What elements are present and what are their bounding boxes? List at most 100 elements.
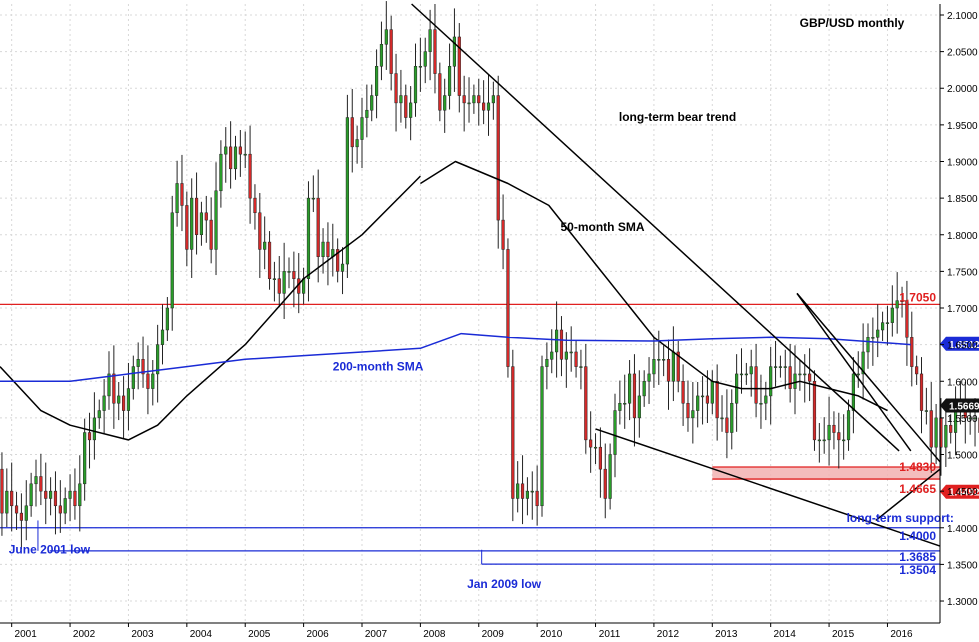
candle xyxy=(574,340,578,378)
candle-body xyxy=(919,373,924,411)
candle-body xyxy=(496,95,500,221)
candle-body xyxy=(530,490,534,493)
long-term-bear-trend-line xyxy=(411,3,900,452)
candle-body xyxy=(165,307,169,331)
candle-body xyxy=(613,410,617,455)
candle-body xyxy=(160,329,165,345)
candle-body xyxy=(53,490,58,507)
candle xyxy=(647,357,651,404)
candle xyxy=(44,462,48,525)
candle-body xyxy=(584,366,588,441)
candle xyxy=(404,84,408,129)
candle-body xyxy=(866,337,870,353)
candle xyxy=(131,355,135,400)
candle-body xyxy=(277,278,281,294)
y-tick-label: 1.6000 xyxy=(947,377,978,388)
candle-body xyxy=(773,366,778,368)
candle xyxy=(272,261,276,302)
candle-body xyxy=(87,432,92,441)
x-tick-label: 2015 xyxy=(832,629,855,640)
candle-body xyxy=(472,95,476,104)
candle-body xyxy=(749,366,753,375)
candle-body xyxy=(92,417,96,441)
candle-body xyxy=(452,36,457,67)
candle-body xyxy=(263,241,267,250)
candle-body xyxy=(146,373,150,389)
candle xyxy=(856,351,860,388)
candle-body xyxy=(24,505,28,521)
candle-body xyxy=(73,490,77,507)
candle-body xyxy=(482,102,486,111)
candle-body xyxy=(292,271,296,279)
candle xyxy=(885,305,890,346)
candle-body xyxy=(637,395,641,419)
x-tick-label: 2003 xyxy=(131,629,154,640)
candle-body xyxy=(627,373,632,404)
candle xyxy=(520,455,525,525)
candle xyxy=(642,370,646,407)
candle xyxy=(924,387,928,425)
candle-body xyxy=(336,249,340,272)
candle-body xyxy=(949,424,953,433)
candle xyxy=(384,1,388,70)
candle-body xyxy=(374,66,379,96)
candle xyxy=(379,21,384,81)
candle xyxy=(413,43,418,117)
candle xyxy=(550,329,554,374)
candle-body xyxy=(238,146,242,155)
candle-body xyxy=(851,373,855,411)
candle-body xyxy=(316,197,320,257)
candle xyxy=(209,197,213,264)
candle xyxy=(666,339,671,410)
candle xyxy=(267,231,272,290)
candle xyxy=(676,340,680,393)
candle-body xyxy=(272,278,276,280)
candle-body xyxy=(112,373,116,404)
candle xyxy=(486,74,491,136)
candle xyxy=(399,69,403,123)
candle xyxy=(696,381,700,428)
price-flag-label: 1.4492 xyxy=(949,488,979,499)
candle xyxy=(185,191,189,267)
candle-body xyxy=(842,439,846,442)
candle xyxy=(725,389,729,459)
candle xyxy=(715,364,719,441)
trend-line xyxy=(796,292,941,463)
y-tick-label: 1.3500 xyxy=(947,560,978,571)
candle xyxy=(175,160,179,227)
candle-body xyxy=(564,351,568,360)
x-tick-label: 2005 xyxy=(248,629,271,640)
annotation: long-term support: xyxy=(847,511,954,525)
candle xyxy=(248,125,252,224)
candle xyxy=(121,376,126,440)
candle-body xyxy=(788,366,792,389)
candle-body xyxy=(837,432,841,441)
candle xyxy=(837,412,841,469)
candle-body xyxy=(885,322,890,324)
candle xyxy=(876,304,880,358)
candle xyxy=(535,465,539,526)
candle-body xyxy=(355,139,359,148)
candle-body xyxy=(929,410,933,448)
candle-body xyxy=(306,197,311,279)
candle xyxy=(107,351,111,410)
y-tick-label: 1.3000 xyxy=(947,597,978,608)
candle xyxy=(229,121,233,189)
candle xyxy=(34,459,38,507)
candle-body xyxy=(725,417,729,433)
candle xyxy=(190,178,194,278)
x-tick-label: 2010 xyxy=(540,629,563,640)
candle-body xyxy=(559,329,564,360)
candle-body xyxy=(486,102,491,111)
candle-body xyxy=(345,117,349,265)
candle xyxy=(63,487,67,525)
trend-line xyxy=(796,292,912,452)
candle xyxy=(686,380,690,432)
candle-body xyxy=(185,205,189,250)
candle-body xyxy=(117,395,121,404)
candle xyxy=(87,412,92,469)
candle xyxy=(482,80,486,125)
candle xyxy=(258,192,262,278)
candle xyxy=(282,242,286,319)
level-label-1.4000: 1.4000 xyxy=(899,529,936,543)
